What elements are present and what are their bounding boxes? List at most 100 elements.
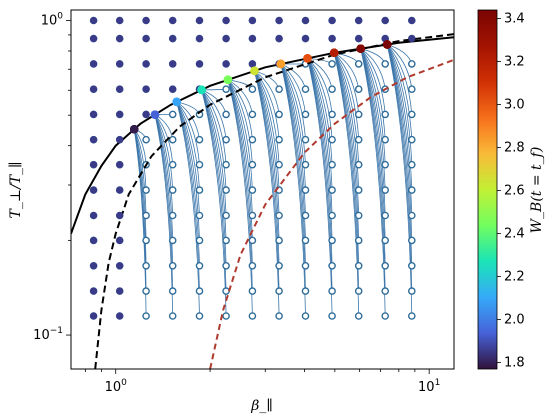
trajectory-line	[386, 44, 413, 140]
initial-state-point	[301, 110, 310, 119]
dashed-black-curve	[94, 33, 454, 369]
trajectory-line	[360, 48, 386, 140]
final-state-point	[172, 97, 181, 107]
final-state-point	[116, 287, 124, 295]
trajectory-line	[333, 52, 360, 241]
initial-state-point	[275, 287, 283, 295]
trajectory-line	[201, 89, 227, 191]
trajectory-line	[280, 63, 306, 266]
initial-state-point	[407, 312, 416, 320]
tick-base: 10	[105, 380, 122, 395]
trajectory-line	[280, 63, 306, 292]
final-state-point	[116, 110, 124, 118]
initial-state-point	[407, 110, 416, 119]
colorbar-tick-label: 1.8	[504, 356, 525, 371]
initial-state-point	[381, 186, 390, 194]
trajectory-line	[386, 44, 413, 317]
final-state-point	[248, 35, 256, 43]
final-state-point	[90, 35, 98, 43]
initial-state-point	[354, 85, 363, 93]
initial-state-point	[328, 160, 336, 169]
initial-state-point	[195, 261, 204, 270]
trajectory-line	[333, 52, 360, 266]
final-state-point	[90, 85, 98, 93]
initial-state-point	[354, 261, 363, 270]
trajectory-line	[227, 79, 253, 266]
initial-state-point	[222, 211, 230, 220]
trajectory-line	[386, 44, 413, 241]
trajectory-line	[280, 63, 306, 317]
trajectory-line	[176, 101, 200, 191]
trajectory-line	[333, 52, 360, 292]
final-state-point	[116, 161, 124, 169]
final-state-point	[408, 35, 416, 43]
final-state-point	[116, 186, 124, 194]
initial-state-point	[381, 312, 390, 320]
final-state-point	[222, 35, 230, 43]
initial-state-point	[168, 312, 177, 320]
initial-state-point	[381, 211, 390, 220]
initial-state-point	[301, 236, 310, 245]
initial-state-point	[222, 186, 230, 194]
initial-state-point	[168, 261, 177, 270]
initial-state-point	[222, 312, 230, 320]
initial-state-point	[328, 110, 336, 119]
initial-state-point	[222, 110, 230, 119]
trajectory-line	[254, 70, 280, 115]
initial-state-point	[381, 135, 390, 144]
final-state-point	[328, 35, 336, 43]
initial-state-point	[142, 186, 150, 194]
final-state-point	[90, 287, 98, 295]
trajectory-line	[133, 129, 147, 266]
initial-state-point	[354, 110, 363, 119]
initial-state-point	[142, 135, 150, 144]
initial-state-point	[195, 312, 204, 320]
trajectory-line	[227, 79, 253, 317]
colorbar-tick-label: 2.6	[504, 184, 525, 199]
trajectory-line	[154, 114, 174, 216]
final-state-point	[116, 211, 124, 220]
initial-state-point	[168, 186, 177, 194]
final-state-point	[169, 60, 177, 68]
final-state-point	[195, 16, 204, 25]
final-state-point	[150, 110, 160, 119]
initial-state-point	[248, 85, 257, 93]
initial-state-point	[222, 160, 230, 169]
initial-state-point	[195, 186, 204, 194]
final-state-point	[197, 85, 206, 95]
trajectory-line	[360, 48, 386, 165]
initial-state-point	[195, 236, 204, 245]
initial-state-point	[354, 211, 363, 220]
final-state-point	[116, 312, 124, 320]
initial-state-point	[275, 135, 283, 144]
trajectory-line	[201, 89, 227, 140]
initial-state-point	[328, 186, 336, 194]
trajectory-line	[201, 89, 227, 317]
trajectory-line	[154, 114, 174, 191]
final-state-point	[116, 262, 124, 270]
initial-state-point	[354, 186, 363, 194]
initial-state-point	[354, 236, 363, 245]
y-tick-label: 10−1	[33, 326, 63, 343]
initial-state-point	[354, 287, 363, 295]
trajectory-line	[176, 101, 200, 317]
final-state-point	[276, 59, 286, 69]
threshold-curves	[71, 33, 454, 369]
trajectory-line	[307, 58, 333, 140]
colorbar-tick-label: 2.2	[504, 270, 525, 285]
initial-state-point	[275, 261, 283, 270]
trajectory-line	[333, 52, 360, 115]
final-state-point	[222, 60, 230, 68]
initial-state-point	[195, 287, 204, 295]
trajectory-line	[176, 101, 200, 292]
final-state-point	[90, 136, 98, 144]
x-tick-label: 101	[418, 378, 440, 395]
colorbar-frame	[477, 9, 498, 370]
final-state-point	[169, 85, 177, 93]
initial-state-point	[301, 287, 310, 295]
final-state-point	[90, 211, 98, 220]
trajectory-line	[307, 58, 333, 266]
initial-state-point	[407, 186, 416, 194]
initial-state-point	[381, 110, 390, 119]
